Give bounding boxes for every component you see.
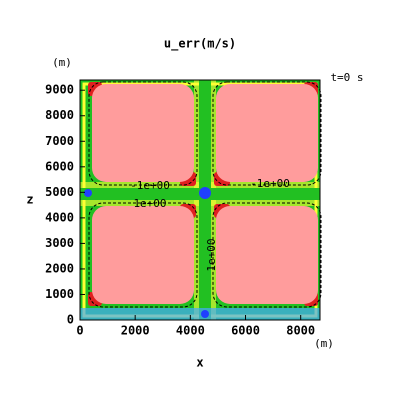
y-tick-label: 4000 bbox=[45, 210, 74, 224]
y-tick-label: 0 bbox=[67, 313, 74, 327]
x-tick-label: 0 bbox=[76, 324, 83, 338]
x-tick-label: 6000 bbox=[231, 324, 260, 338]
x-unit: (m) bbox=[314, 337, 334, 350]
y-tick-label: 3000 bbox=[45, 236, 74, 250]
contour-label: -1e+00 bbox=[130, 179, 170, 192]
y-tick-label: 9000 bbox=[45, 83, 74, 97]
y-tick-label: 1000 bbox=[45, 287, 74, 301]
x-tick-label: 4000 bbox=[176, 324, 205, 338]
contour-low bbox=[84, 189, 92, 197]
chart-title: u_err(m/s) bbox=[164, 37, 236, 52]
y-tick-label: 2000 bbox=[45, 261, 74, 275]
plot-frame bbox=[79, 79, 321, 321]
y-unit: (m) bbox=[52, 56, 72, 69]
y-tick-label: 6000 bbox=[45, 159, 74, 173]
contour-band bbox=[80, 308, 320, 320]
time-label: t=0 s bbox=[330, 71, 363, 84]
y-axis-label: z bbox=[26, 193, 33, 207]
y-tick-label: 5000 bbox=[45, 185, 74, 199]
contour-low bbox=[201, 310, 209, 318]
y-tick-label: 8000 bbox=[45, 108, 74, 122]
contour-label: 1e+00 bbox=[133, 197, 166, 210]
contour-high bbox=[92, 84, 318, 304]
contour-low bbox=[199, 187, 211, 199]
contour-label: -1e+00 bbox=[250, 177, 290, 190]
x-tick-label: 8000 bbox=[286, 324, 315, 338]
contour-label: 1e+00 bbox=[205, 238, 218, 271]
contour-dashed bbox=[88, 81, 322, 308]
x-tick-label: 2000 bbox=[121, 324, 150, 338]
y-tick-label: 7000 bbox=[45, 134, 74, 148]
x-axis-label: x bbox=[196, 356, 203, 370]
contour-field bbox=[80, 80, 322, 320]
